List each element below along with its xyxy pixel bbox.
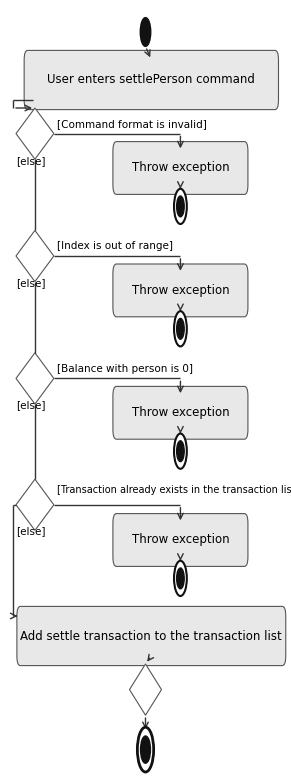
Text: Throw exception: Throw exception bbox=[132, 406, 229, 420]
Text: [Index is out of range]: [Index is out of range] bbox=[57, 241, 173, 251]
Text: Throw exception: Throw exception bbox=[132, 161, 229, 175]
Text: [Command format is invalid]: [Command format is invalid] bbox=[57, 119, 207, 129]
Text: [else]: [else] bbox=[16, 400, 45, 410]
Polygon shape bbox=[16, 230, 54, 282]
Text: Add settle transaction to the transaction list: Add settle transaction to the transactio… bbox=[20, 629, 282, 643]
Circle shape bbox=[177, 441, 184, 462]
Text: [else]: [else] bbox=[16, 526, 45, 537]
FancyBboxPatch shape bbox=[24, 51, 278, 110]
Circle shape bbox=[141, 736, 150, 763]
Text: User enters settlePerson command: User enters settlePerson command bbox=[47, 73, 255, 87]
FancyBboxPatch shape bbox=[113, 386, 248, 439]
Text: [Balance with person is 0]: [Balance with person is 0] bbox=[57, 363, 193, 374]
Circle shape bbox=[174, 189, 187, 224]
Circle shape bbox=[177, 196, 184, 217]
Text: Throw exception: Throw exception bbox=[132, 534, 229, 547]
FancyBboxPatch shape bbox=[113, 513, 248, 566]
Circle shape bbox=[137, 727, 154, 772]
FancyBboxPatch shape bbox=[17, 606, 286, 665]
Polygon shape bbox=[16, 108, 54, 159]
Text: [Transaction already exists in the transaction list]: [Transaction already exists in the trans… bbox=[57, 485, 291, 495]
FancyBboxPatch shape bbox=[113, 142, 248, 194]
Circle shape bbox=[174, 434, 187, 469]
Text: [else]: [else] bbox=[16, 278, 45, 288]
Polygon shape bbox=[129, 664, 162, 715]
Circle shape bbox=[177, 568, 184, 589]
Polygon shape bbox=[16, 479, 54, 530]
Circle shape bbox=[174, 561, 187, 596]
Circle shape bbox=[140, 18, 151, 46]
Circle shape bbox=[174, 311, 187, 346]
Text: Throw exception: Throw exception bbox=[132, 284, 229, 297]
FancyBboxPatch shape bbox=[113, 264, 248, 317]
Circle shape bbox=[177, 318, 184, 339]
Text: [else]: [else] bbox=[16, 156, 45, 166]
Polygon shape bbox=[16, 353, 54, 404]
